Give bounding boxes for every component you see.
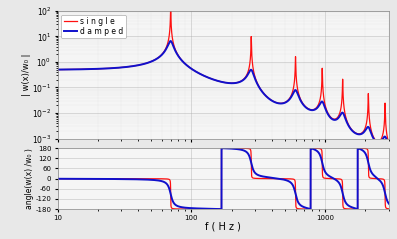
Legend: s i n g l e, d a m p e d: s i n g l e, d a m p e d	[62, 15, 126, 38]
X-axis label: f ( H z ): f ( H z )	[205, 221, 241, 231]
s i n g l e	[319, 92, 324, 95]
s i n g l e	[55, 68, 60, 71]
d a m p e d	[168, 40, 173, 43]
s i n g l e	[266, 97, 271, 99]
Line: d a m p e d: d a m p e d	[58, 41, 389, 146]
s i n g l e	[387, 143, 391, 146]
d a m p e d	[266, 97, 271, 99]
s i n g l e	[175, 53, 180, 56]
d a m p e d	[72, 68, 77, 71]
s i n g l e	[301, 103, 306, 106]
Line: s i n g l e: s i n g l e	[58, 8, 389, 144]
d a m p e d	[175, 54, 180, 56]
s i n g l e	[168, 6, 173, 9]
Y-axis label: angle(w(x) /w₀ ): angle(w(x) /w₀ )	[25, 148, 34, 209]
Y-axis label: | w(x)/w₀ |: | w(x)/w₀ |	[22, 54, 31, 96]
s i n g l e	[251, 71, 256, 73]
d a m p e d	[319, 101, 324, 104]
s i n g l e	[72, 68, 77, 71]
d a m p e d	[251, 74, 256, 77]
d a m p e d	[301, 103, 306, 106]
d a m p e d	[387, 144, 391, 147]
d a m p e d	[55, 68, 60, 71]
